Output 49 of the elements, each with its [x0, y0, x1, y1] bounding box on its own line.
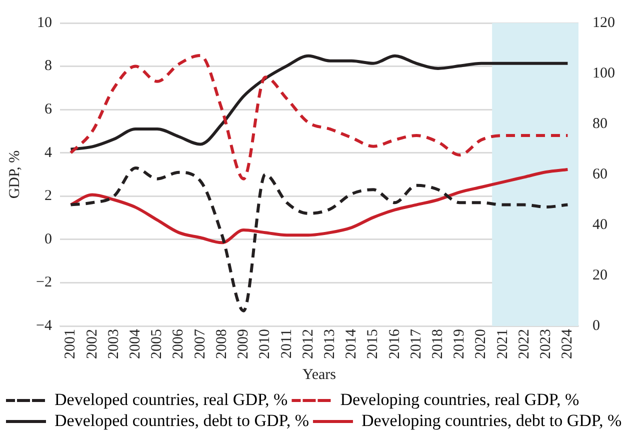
x-tick-label: 2015	[365, 329, 382, 359]
x-tick-label: 2014	[344, 328, 360, 359]
x-tick-label: 2011	[278, 329, 295, 358]
x-tick-label: 2012	[300, 329, 316, 359]
legend-label: Developed countries, debt to GDP, %	[54, 410, 309, 430]
y2-tick-label: 20	[592, 267, 608, 284]
line-series	[69, 54, 570, 180]
y-tick-label: −4	[36, 318, 52, 334]
line-series	[69, 54, 570, 151]
y2-tick-label: 60	[592, 166, 608, 182]
y2-tick-label: 80	[592, 116, 608, 132]
y2-tick-label: 40	[592, 216, 608, 233]
x-tick-label: 2024	[560, 328, 576, 359]
y-tick-label: 8	[44, 58, 52, 74]
x-tick-label: 2018	[430, 329, 446, 359]
legend-label: Developing countries, debt to GDP, %	[361, 410, 622, 430]
y-tick-label: 10	[36, 14, 52, 31]
x-tick-label: 2009	[236, 329, 252, 359]
x-tick-label: 2010	[257, 329, 274, 359]
x-tick-label: 2016	[386, 328, 403, 359]
x-tick-label: 2008	[214, 329, 230, 359]
x-tick-label: 2003	[106, 329, 122, 359]
y2-tick-label: 120	[592, 14, 615, 31]
line-series	[69, 168, 570, 244]
y2-tick-label: 0	[592, 318, 600, 334]
x-tick-label: 2004	[128, 328, 144, 359]
x-tick-label: 2019	[452, 329, 468, 359]
x-tick-label: 2021	[494, 329, 511, 359]
x-tick-label: 2005	[149, 329, 166, 359]
y2-tick-label: 100	[592, 65, 615, 82]
x-tick-label: 2006	[170, 328, 187, 359]
y-tick-label: 4	[44, 144, 52, 161]
y-tick-label: −2	[36, 274, 52, 291]
legend-label: Developing countries, real GDP, %	[340, 390, 580, 409]
y-tick-label: 2	[44, 188, 52, 204]
x-tick-label: 2020	[473, 329, 490, 359]
x-tick-label: 2007	[192, 328, 208, 359]
y-axis-title: GDP, %	[6, 150, 23, 199]
x-tick-label: 2022	[516, 329, 532, 359]
line-series	[69, 166, 570, 312]
x-tick-label: 2023	[538, 329, 554, 359]
x-tick-label: 2017	[408, 328, 424, 359]
x-tick-label: 2013	[322, 329, 338, 359]
x-tick-label: 2002	[84, 329, 100, 359]
y-tick-label: 6	[44, 102, 52, 118]
x-axis-title: Years	[302, 366, 336, 383]
legend-label: Developed countries, real GDP, %	[54, 390, 288, 409]
x-tick-label: 2001	[62, 329, 79, 359]
y-tick-label: 0	[44, 231, 52, 248]
